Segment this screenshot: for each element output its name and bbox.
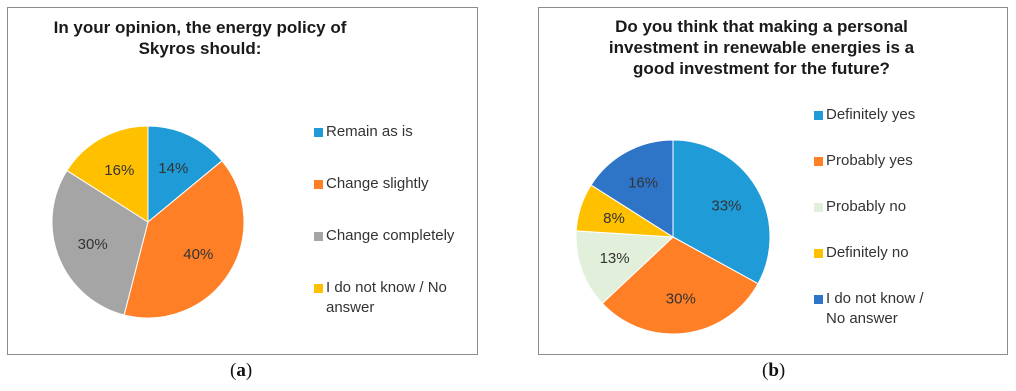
caption-a: (a) (230, 360, 253, 381)
slice-label-b-i-do-not-know-no-answer: 16% (628, 175, 658, 192)
chart-panel-a: In your opinion, the energy policy of Sk… (7, 7, 478, 355)
slice-label-a-change-slightly: 40% (183, 246, 213, 263)
pie-slice-b-probably-no (575, 230, 675, 305)
slice-label-b-probably-yes: 30% (666, 291, 696, 308)
pie-slice-b-i-do-not-know-no-answer (590, 139, 674, 238)
pie-slice-a-change-completely (51, 169, 149, 316)
legend-swatch (814, 295, 823, 304)
legend-item-b-probably-yes: Probably yes (814, 151, 936, 171)
legend-swatch (814, 249, 823, 258)
chart-title-b: Do you think that making a personal inve… (608, 17, 915, 78)
legend-swatch (314, 284, 323, 293)
slice-label-b-definitely-yes: 33% (711, 197, 741, 214)
legend-swatch (314, 232, 323, 241)
chart-panel-b: Do you think that making a personal inve… (538, 7, 1008, 355)
legend-swatch (314, 180, 323, 189)
slice-label-b-probably-no: 13% (600, 250, 630, 267)
legend-label: Definitely yes (826, 106, 916, 123)
legend-label: I do not know / No answer (326, 279, 447, 316)
pie-slice-a-remain-as-is (147, 125, 223, 224)
pie-slice-a-change-slightly (123, 160, 245, 319)
legend-swatch (814, 203, 823, 212)
legend-item-b-definitely-no: Definitely no (814, 243, 936, 263)
slice-label-a-remain-as-is: 14% (158, 160, 188, 177)
legend-swatch (814, 157, 823, 166)
legend-label: Probably no (826, 198, 907, 215)
legend-swatch (314, 128, 323, 137)
caption-b-letter: b (768, 360, 779, 381)
pie-slice-b-probably-yes (601, 236, 759, 335)
slice-label-b-definitely-no: 8% (603, 210, 625, 227)
legend-label: Remain as is (326, 123, 413, 140)
legend-label: Change completely (326, 227, 455, 244)
slice-label-a-change-completely: 30% (78, 236, 108, 253)
legend-item-a-remain-as-is: Remain as is (314, 122, 468, 142)
legend-item-b-definitely-yes: Definitely yes (814, 105, 936, 125)
pie-chart-b: 33% 30% 13% 8% 16% (575, 139, 771, 335)
legend-item-a-change-completely: Change completely (314, 226, 468, 246)
caption-a-letter: a (236, 360, 246, 381)
legend-label: Change slightly (326, 175, 429, 192)
pie-chart-a: 14% 40% 30% 16% (51, 125, 245, 319)
legend-item-b-probably-no: Probably no (814, 197, 936, 217)
caption-b: (b) (762, 360, 786, 381)
legend-item-a-i-do-not-know-no-answer: I do not know / No answer (314, 278, 468, 318)
slice-label-a-i-do-not-know-no-answer: 16% (104, 162, 134, 179)
legend-item-b-i-do-not-know-no-answer: I do not know / No answer (814, 289, 936, 329)
legend-item-a-change-slightly: Change slightly (314, 174, 468, 194)
pie-slice-a-i-do-not-know-no-answer (66, 125, 149, 223)
legend-label: Probably yes (826, 152, 913, 169)
legend-label: I do not know / No answer (826, 290, 924, 327)
legend-swatch (814, 111, 823, 120)
legend-label: Definitely no (826, 244, 909, 261)
chart-title-a: In your opinion, the energy policy of Sk… (53, 18, 347, 58)
pie-slice-b-definitely-yes (672, 139, 771, 285)
